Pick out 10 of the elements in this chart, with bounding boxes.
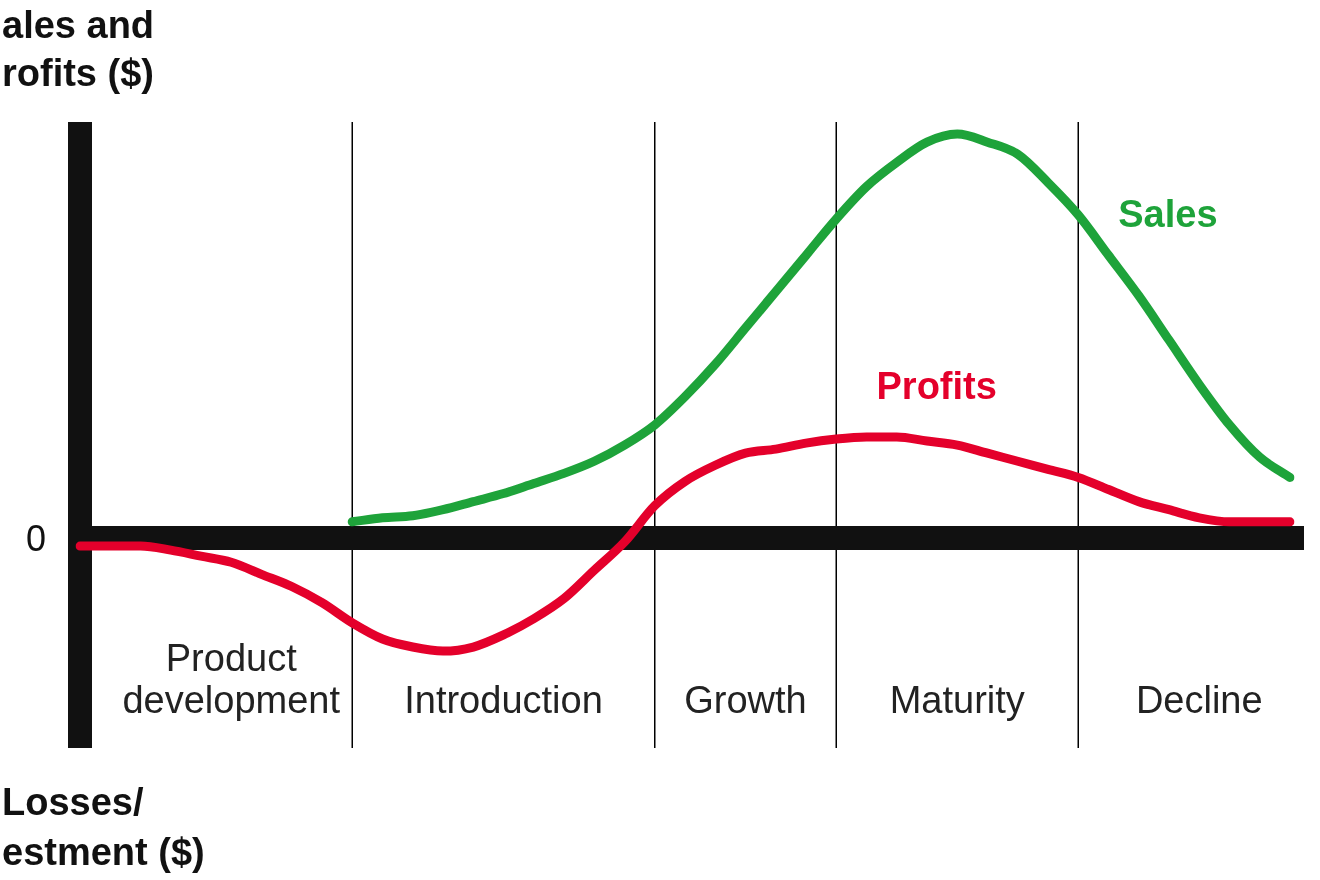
x-tick-label: Growth [684, 678, 807, 721]
text: Losses/ estment ($) [2, 781, 205, 873]
x-tick-label: Maturity [889, 678, 1025, 721]
x-tick-label: Product development [122, 636, 341, 721]
text: 0 [25, 517, 46, 559]
x-tick-label: Decline [1135, 678, 1263, 721]
series-label: Profits [876, 365, 997, 408]
series-label: Sales [1118, 192, 1218, 235]
y-axis-title: ales and rofits ($) [2, 4, 155, 94]
x-tick-label: Introduction [404, 678, 603, 721]
